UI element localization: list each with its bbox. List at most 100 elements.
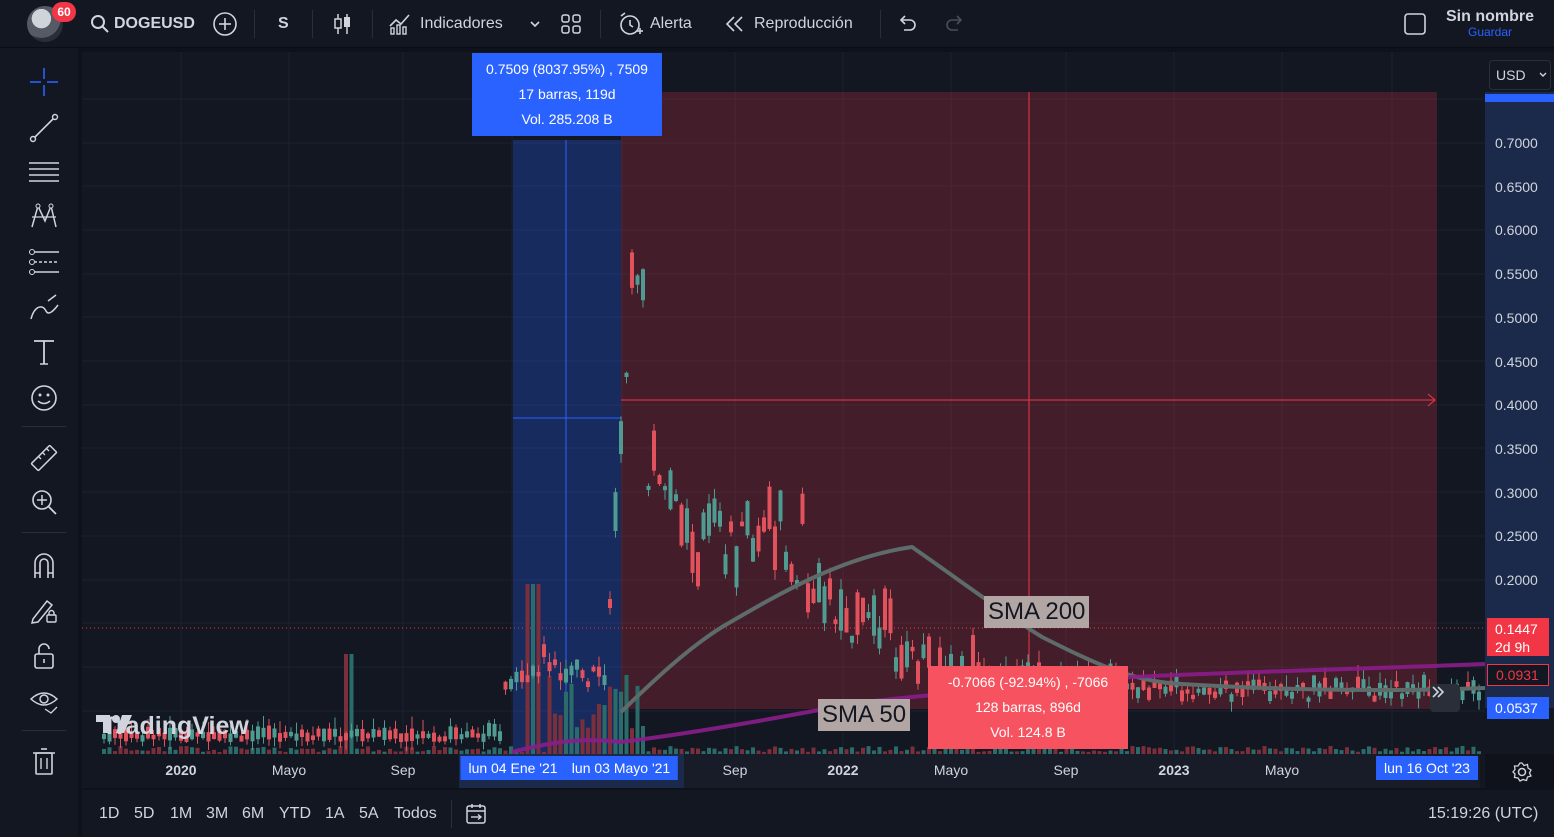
volume-bar xyxy=(1218,747,1223,754)
scroll-to-realtime-button[interactable] xyxy=(1430,684,1460,712)
candle-body xyxy=(580,670,585,678)
candle-body xyxy=(619,421,623,454)
pattern-tool[interactable] xyxy=(26,198,62,234)
brush-tool[interactable] xyxy=(26,290,62,326)
candle-body xyxy=(195,732,200,737)
volume-bar xyxy=(542,751,546,754)
volume-bar xyxy=(481,751,486,754)
measure-tool[interactable] xyxy=(26,440,62,476)
volume-bar xyxy=(921,750,926,754)
candle-body xyxy=(1229,694,1234,702)
volume-bar xyxy=(613,688,618,754)
range-5d[interactable]: 5D xyxy=(134,804,155,822)
indicators-button[interactable]: Indicadores xyxy=(388,0,503,48)
clock-timezone[interactable]: 15:19:26 (UTC) xyxy=(1428,804,1539,822)
candle-body xyxy=(723,554,728,575)
chart-canvas[interactable] xyxy=(82,52,1485,754)
eye-icon xyxy=(29,692,59,714)
volume-bar xyxy=(1345,747,1349,754)
candle-body xyxy=(899,644,904,679)
volume-bar xyxy=(415,751,420,754)
currency-selector[interactable]: USD xyxy=(1489,60,1551,90)
candle-body xyxy=(806,583,810,613)
interval-button[interactable]: S xyxy=(278,0,289,48)
volume-bar xyxy=(954,746,959,754)
indicators-dropdown[interactable] xyxy=(528,0,542,48)
drawing-toolbar xyxy=(0,48,78,837)
layout-name-button[interactable]: Sin nombre Guardar xyxy=(1440,8,1540,39)
magnet-tool[interactable] xyxy=(26,548,62,584)
volume-bar xyxy=(190,747,194,754)
undo-button[interactable] xyxy=(896,0,918,48)
candle-body xyxy=(1240,687,1245,698)
measure-down-volume: Vol. 124.8 B xyxy=(990,724,1066,740)
range-1m[interactable]: 1M xyxy=(170,804,193,822)
volume-bar xyxy=(1229,749,1234,754)
alert-button[interactable]: Alerta xyxy=(618,0,692,48)
volume-bar xyxy=(476,748,480,754)
crosshair-tool[interactable] xyxy=(26,64,62,100)
time-label: Mayo xyxy=(1264,762,1300,778)
zoom-tool[interactable] xyxy=(26,484,62,520)
volume-bar xyxy=(811,747,816,754)
volume-bar xyxy=(1262,746,1267,754)
volume-bar xyxy=(399,751,403,754)
volume-bar xyxy=(564,691,568,754)
candle-body xyxy=(184,732,189,742)
candle-body xyxy=(1460,690,1465,701)
volume-bar xyxy=(1477,751,1481,754)
horizontal-lines-tool[interactable] xyxy=(26,154,62,190)
range-1d[interactable]: 1D xyxy=(99,804,120,822)
candle-body xyxy=(426,733,431,738)
price-axis[interactable]: USD 0.7000 0.6500 0.6000 0.5500 0.5000 0.4500… xyxy=(1485,52,1554,754)
candle-body xyxy=(283,731,288,738)
forecast-tool[interactable] xyxy=(26,244,62,280)
date-range-button[interactable] xyxy=(464,790,488,837)
chart-settings-button[interactable] xyxy=(1510,760,1534,784)
candle-body xyxy=(1339,682,1344,690)
candle-body xyxy=(1301,682,1305,690)
range-5a[interactable]: 5A xyxy=(359,804,379,822)
lock-drawings[interactable] xyxy=(26,638,62,674)
volume-bar xyxy=(1317,748,1322,754)
emoji-tool[interactable] xyxy=(26,380,62,416)
range-1a[interactable]: 1A xyxy=(325,804,345,822)
candle-body xyxy=(564,668,568,683)
volume-bar xyxy=(580,719,585,754)
stay-in-drawing-mode[interactable] xyxy=(26,592,62,628)
compare-symbol-button[interactable] xyxy=(212,0,238,48)
candle-body xyxy=(608,599,612,608)
templates-button[interactable] xyxy=(560,0,582,48)
volume-bar xyxy=(1086,751,1091,754)
volume-bar xyxy=(470,749,475,754)
hide-drawings[interactable] xyxy=(26,682,62,718)
candle-body xyxy=(591,666,596,672)
symbol-search-button[interactable]: DOGEUSD xyxy=(90,0,195,48)
range-3m[interactable]: 3M xyxy=(206,804,229,822)
candle-body xyxy=(789,563,794,582)
range-all[interactable]: Todos xyxy=(394,804,437,822)
candle-body xyxy=(437,736,442,742)
text-tool[interactable] xyxy=(26,334,62,370)
chart-type-button[interactable] xyxy=(332,0,354,48)
range-6m[interactable]: 6M xyxy=(242,804,265,822)
volume-bar xyxy=(239,748,244,754)
volume-bar xyxy=(1053,747,1058,754)
redo-button[interactable] xyxy=(944,0,966,48)
layout-toggle[interactable] xyxy=(1403,0,1427,48)
bottom-toolbar: 1D 5D 1M 3M 6M YTD 1A 5A Todos 15:19:26 … xyxy=(82,790,1554,837)
candle-body xyxy=(756,525,761,552)
remove-drawings[interactable] xyxy=(26,744,62,780)
trend-line-tool[interactable] xyxy=(26,110,62,146)
grid-icon xyxy=(561,14,581,34)
volume-bar xyxy=(256,747,260,754)
volume-bar xyxy=(1141,746,1146,754)
volume-bar xyxy=(646,751,651,754)
range-ytd[interactable]: YTD xyxy=(279,804,311,822)
volume-bar xyxy=(322,750,326,754)
chart-pane[interactable]: 0.7509 (8037.95%) , 7509 17 barras, 119d… xyxy=(82,52,1485,754)
time-axis[interactable]: 2020 Mayo Sep Sep 2022 Mayo Sep 2023 May… xyxy=(82,754,1532,788)
volume-bar xyxy=(762,751,766,754)
replay-button[interactable]: Reproducción xyxy=(724,0,853,48)
volume-bars xyxy=(102,584,1481,754)
